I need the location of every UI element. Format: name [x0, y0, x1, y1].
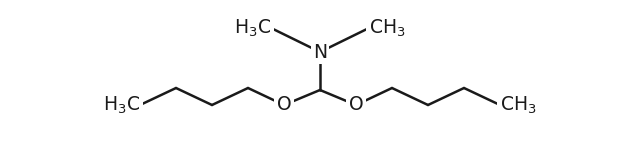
Text: O: O: [276, 96, 291, 114]
Text: N: N: [313, 42, 327, 62]
Text: $\mathregular{CH_3}$: $\mathregular{CH_3}$: [500, 94, 536, 116]
Text: $\mathregular{H_3C}$: $\mathregular{H_3C}$: [103, 94, 140, 116]
Text: $\mathregular{H_3C}$: $\mathregular{H_3C}$: [234, 17, 271, 39]
Text: $\mathregular{CH_3}$: $\mathregular{CH_3}$: [369, 17, 406, 39]
Text: O: O: [349, 96, 364, 114]
